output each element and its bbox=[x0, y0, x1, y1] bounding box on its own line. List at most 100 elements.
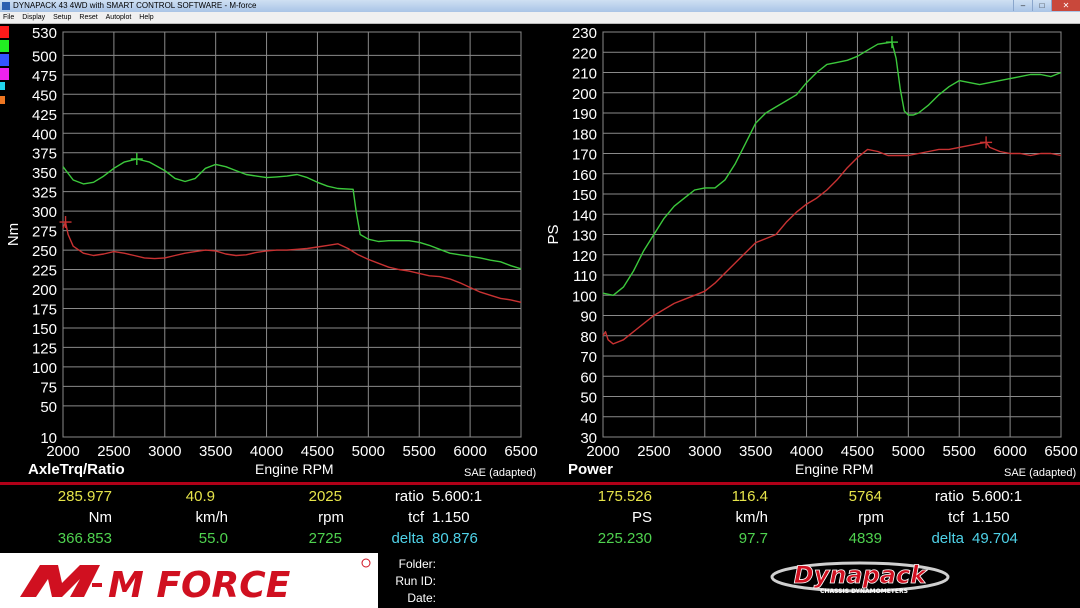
menu-help[interactable]: Help bbox=[139, 14, 154, 21]
torque-x-tick-label: 5000 bbox=[352, 443, 385, 460]
run-color-swatch[interactable] bbox=[0, 82, 5, 90]
torque-y-tick-label: 125 bbox=[32, 340, 57, 357]
torque-y-tick-label: 530 bbox=[32, 25, 57, 42]
right-delta-label: delta bbox=[931, 530, 964, 547]
power-series-line-green bbox=[602, 41, 1062, 296]
right-speed-unit: km/h bbox=[735, 509, 768, 526]
right-panel-title: Power bbox=[568, 461, 614, 478]
right-tcf-value: 1.150 bbox=[972, 509, 1010, 526]
runid-label: Run ID: bbox=[395, 574, 436, 588]
dyno-charts: 2000 2500 3000 3500 4000 4500 5000 5500 6000 6500… bbox=[5, 25, 1078, 460]
left-tcf-value: 1.150 bbox=[432, 509, 470, 526]
left-cursor1-rpm: 2025 bbox=[308, 488, 342, 505]
right-rpm-unit: rpm bbox=[858, 509, 884, 526]
menu-display[interactable]: Display bbox=[22, 14, 46, 21]
dynapack-logo: Dynapack CHASSIS DYNAMOMETERS bbox=[760, 553, 960, 608]
power-x-tick-label: 6500 bbox=[1044, 443, 1077, 460]
left-delta-value: 80.876 bbox=[432, 530, 478, 547]
left-cursor1-speed: 40.9 bbox=[185, 488, 215, 505]
power-x-tick-label: 4500 bbox=[841, 443, 874, 460]
right-x-axis-label: Engine RPM bbox=[795, 461, 874, 477]
power-y-tick-label: 220 bbox=[572, 45, 597, 62]
menu-reset[interactable]: Reset bbox=[79, 14, 98, 21]
torque-y-tick-label: 250 bbox=[32, 243, 57, 260]
power-y-tick-label: 120 bbox=[572, 248, 597, 265]
run-color-swatch[interactable] bbox=[0, 40, 9, 52]
torque-x-tick-label: 3000 bbox=[148, 443, 181, 460]
torque-x-tick-label: 6500 bbox=[504, 443, 537, 460]
left-speed-unit: km/h bbox=[195, 509, 228, 526]
power-x-tick-label: 5000 bbox=[892, 443, 925, 460]
right-ratio-label: ratio bbox=[934, 488, 964, 505]
power-y-tick-label: 210 bbox=[572, 66, 597, 83]
right-cursor2-speed: 97.7 bbox=[738, 530, 768, 547]
left-ratio-value: 5.600:1 bbox=[432, 488, 483, 505]
menu-bar: File Display Setup Reset Autoplot Help bbox=[0, 12, 1080, 24]
mforce-logo: M FORCE bbox=[0, 553, 378, 608]
left-cursor2-speed: 55.0 bbox=[198, 530, 228, 547]
power-y-tick-label: 130 bbox=[572, 228, 597, 245]
right-sae-label: SAE (adapted) bbox=[1004, 467, 1077, 479]
power-y-tick-label: 150 bbox=[572, 187, 597, 204]
torque-y-tick-label: 50 bbox=[40, 399, 57, 416]
torque-y-tick-label: 475 bbox=[32, 68, 57, 85]
left-value-unit: Nm bbox=[88, 509, 112, 526]
power-y-tick-label: 200 bbox=[572, 86, 597, 103]
torque-y-tick-label: 200 bbox=[32, 282, 57, 299]
torque-y-tick-label: 10 bbox=[40, 430, 57, 447]
run-color-swatch[interactable] bbox=[0, 68, 9, 80]
power-y-tick-label: 90 bbox=[580, 309, 597, 326]
torque-y-tick-label: 100 bbox=[32, 360, 57, 377]
left-panel-title: AxleTrq/Ratio bbox=[28, 461, 125, 478]
torque-y-tick-label: 500 bbox=[32, 48, 57, 65]
torque-y-tick-label: 450 bbox=[32, 87, 57, 104]
power-y-tick-label: 140 bbox=[572, 207, 597, 224]
power-y-tick-label: 70 bbox=[580, 349, 597, 366]
left-ratio-label: ratio bbox=[394, 488, 424, 505]
torque-series-line-green bbox=[62, 158, 522, 270]
torque-x-tick-label: 3500 bbox=[199, 443, 232, 460]
torque-x-tick-label: 4000 bbox=[250, 443, 283, 460]
left-delta-label: delta bbox=[391, 530, 424, 547]
run-color-swatch[interactable] bbox=[0, 26, 9, 38]
power-x-tick-label: 3500 bbox=[739, 443, 772, 460]
right-cursor2-rpm: 4839 bbox=[848, 530, 882, 547]
torque-x-tick-label: 2000 bbox=[46, 443, 79, 460]
power-x-tick-label: 2500 bbox=[637, 443, 670, 460]
menu-file[interactable]: File bbox=[3, 14, 15, 21]
run-color-swatch[interactable] bbox=[0, 54, 9, 66]
power-y-tick-label: 40 bbox=[580, 410, 597, 427]
run-color-swatch[interactable] bbox=[0, 96, 5, 104]
torque-y-tick-label: 275 bbox=[32, 224, 57, 241]
torque-y-tick-label: 400 bbox=[32, 126, 57, 143]
right-cursor1-speed: 116.4 bbox=[731, 488, 768, 505]
torque-x-tick-label: 6000 bbox=[453, 443, 486, 460]
right-tcf-label: tcf bbox=[948, 509, 964, 526]
torque-y-axis-label: Nm bbox=[5, 223, 22, 246]
mforce-logo-graphic: M FORCE bbox=[20, 558, 371, 606]
left-tcf-label: tcf bbox=[408, 509, 424, 526]
torque-series-line-red bbox=[62, 221, 522, 303]
app-icon bbox=[2, 2, 10, 10]
maximize-button[interactable]: □ bbox=[1032, 0, 1051, 11]
right-cursor2-value: 225.230 bbox=[597, 530, 652, 547]
left-rpm-unit: rpm bbox=[318, 509, 344, 526]
menu-setup[interactable]: Setup bbox=[53, 14, 72, 21]
torque-x-tick-label: 4500 bbox=[301, 443, 334, 460]
left-cursor1-value: 285.977 bbox=[57, 488, 112, 505]
window-controls: – □ ✕ bbox=[1013, 0, 1080, 12]
torque-y-tick-label: 225 bbox=[32, 263, 57, 280]
dynapack-logo-text: Dynapack bbox=[794, 561, 928, 589]
folder-label: Folder: bbox=[398, 557, 436, 571]
minimize-button[interactable]: – bbox=[1013, 0, 1032, 11]
torque-y-tick-label: 300 bbox=[32, 204, 57, 221]
power-y-tick-label: 80 bbox=[580, 329, 597, 346]
menu-autoplot[interactable]: Autoplot bbox=[105, 14, 132, 21]
torque-y-tick-label: 175 bbox=[32, 301, 57, 318]
separator-line bbox=[0, 482, 1080, 485]
power-y-tick-label: 230 bbox=[572, 25, 597, 42]
close-button[interactable]: ✕ bbox=[1051, 0, 1080, 11]
power-y-tick-label: 160 bbox=[572, 167, 597, 184]
power-x-tick-label: 6000 bbox=[993, 443, 1026, 460]
power-x-tick-label: 3000 bbox=[688, 443, 721, 460]
